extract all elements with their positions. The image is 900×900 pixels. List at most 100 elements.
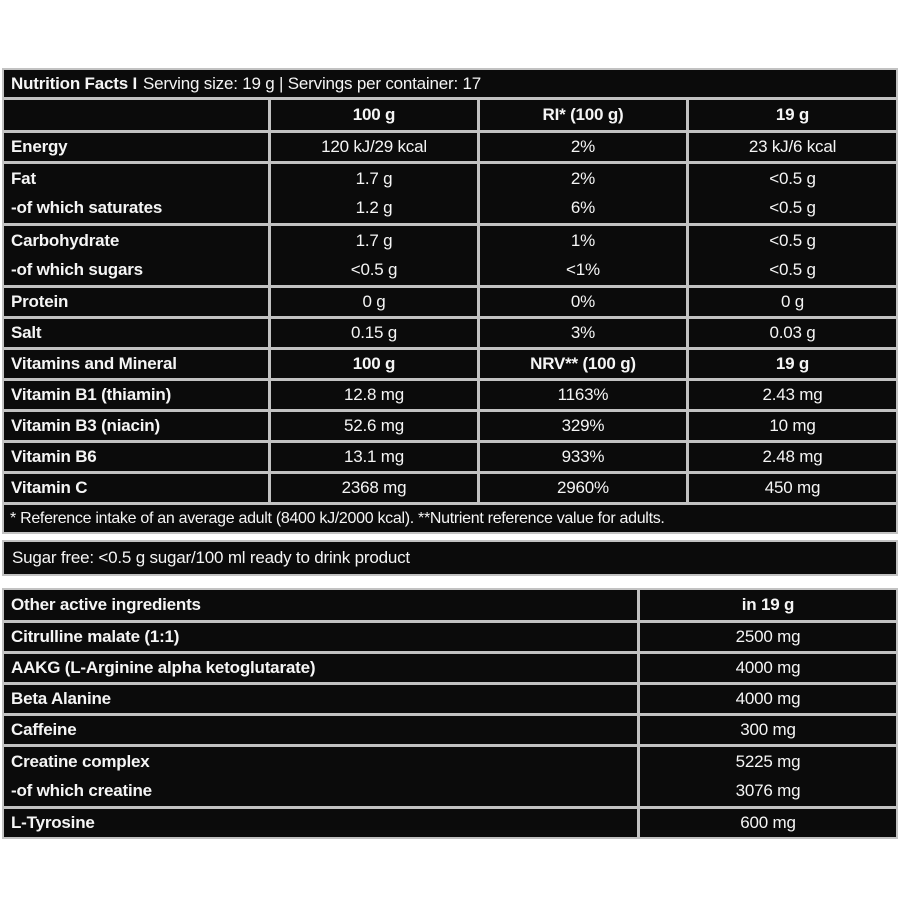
row-label: Fat — [11, 168, 36, 188]
value-100g: 1.2 g — [355, 198, 393, 218]
table-row-creatine-group: Creatine complex -of which creatine 5225… — [4, 747, 896, 806]
value-19g: 5225 mg — [735, 751, 801, 771]
table-row-caffeine: Caffeine 300 mg — [4, 716, 896, 744]
value-19g: 4000 mg — [640, 654, 896, 682]
value-nrv: 933% — [480, 443, 686, 471]
sugar-free-band: Sugar free: <0.5 g sugar/100 ml ready to… — [2, 540, 898, 576]
table-row-citrulline: Citrulline malate (1:1) 2500 mg — [4, 623, 896, 651]
value-nrv: 1163% — [480, 381, 686, 409]
active-ingredients-table: Other active ingredients in 19 g Citrull… — [2, 588, 898, 839]
row-label: Creatine complex — [11, 751, 150, 771]
value-ri: <1% — [566, 260, 600, 280]
row-label: Citrulline malate (1:1) — [4, 623, 637, 651]
value-ri-group: 1% <1% — [480, 226, 686, 285]
row-label: Vitamin B6 — [4, 443, 268, 471]
nutrition-facts-table: Nutrition Facts I Serving size: 19 g | S… — [2, 68, 898, 534]
sugar-free-text: Sugar free: <0.5 g sugar/100 ml ready to… — [4, 542, 896, 574]
table-row-l-tyrosine: L-Tyrosine 600 mg — [4, 809, 896, 837]
table-row-fat-group: Fat -of which saturates 1.7 g 1.2 g 2% 6… — [4, 164, 896, 223]
value-19g: 300 mg — [640, 716, 896, 744]
section-header-nrv: NRV** (100 g) — [480, 350, 686, 378]
row-label: Protein — [4, 288, 268, 316]
table-row-energy: Energy 120 kJ/29 kcal 2% 23 kJ/6 kcal — [4, 133, 896, 161]
value-19g: <0.5 g — [769, 198, 816, 218]
value-nrv: 2960% — [480, 474, 686, 502]
ingredients-header-label: Other active ingredients — [4, 590, 637, 620]
value-19g: 23 kJ/6 kcal — [689, 133, 896, 161]
value-19g: 3076 mg — [735, 781, 801, 801]
value-19g: 450 mg — [689, 474, 896, 502]
column-header-ri: RI* (100 g) — [480, 100, 686, 130]
title-row: Nutrition Facts I Serving size: 19 g | S… — [4, 70, 896, 97]
section-header-19g: 19 g — [689, 350, 896, 378]
table-row-vitamin-b6: Vitamin B6 13.1 mg 933% 2.48 mg — [4, 443, 896, 471]
row-label: Beta Alanine — [4, 685, 637, 713]
title-bold-text: Nutrition Facts I — [11, 73, 137, 93]
vitamins-section-header-row: Vitamins and Mineral 100 g NRV** (100 g)… — [4, 350, 896, 378]
row-label-group: Fat -of which saturates — [4, 164, 268, 223]
value-ri: 3% — [480, 319, 686, 347]
value-100g: 1.7 g — [355, 168, 393, 188]
table-row-vitamin-c: Vitamin C 2368 mg 2960% 450 mg — [4, 474, 896, 502]
value-ri: 2% — [570, 168, 596, 188]
value-100g: 120 kJ/29 kcal — [271, 133, 477, 161]
row-label: Salt — [4, 319, 268, 347]
table-row-salt: Salt 0.15 g 3% 0.03 g — [4, 319, 896, 347]
value-19g-group: 5225 mg 3076 mg — [640, 747, 896, 806]
table-row-aakg: AAKG (L-Arginine alpha ketoglutarate) 40… — [4, 654, 896, 682]
table-row-beta-alanine: Beta Alanine 4000 mg — [4, 685, 896, 713]
table-row-vitamin-b3: Vitamin B3 (niacin) 52.6 mg 329% 10 mg — [4, 412, 896, 440]
table-row-protein: Protein 0 g 0% 0 g — [4, 288, 896, 316]
column-header-empty — [4, 100, 268, 130]
row-label: -of which saturates — [11, 198, 163, 218]
row-label: Vitamin B1 (thiamin) — [4, 381, 268, 409]
table-row-vitamin-b1: Vitamin B1 (thiamin) 12.8 mg 1163% 2.43 … — [4, 381, 896, 409]
row-label: AAKG (L-Arginine alpha ketoglutarate) — [4, 654, 637, 682]
value-100g: 1.7 g — [355, 230, 393, 250]
row-label: Vitamin B3 (niacin) — [4, 412, 268, 440]
column-header-row: 100 g RI* (100 g) 19 g — [4, 100, 896, 130]
row-label: L-Tyrosine — [4, 809, 637, 837]
value-100g: 2368 mg — [271, 474, 477, 502]
value-19g: 10 mg — [689, 412, 896, 440]
row-label: -of which creatine — [11, 781, 152, 801]
row-label: Caffeine — [4, 716, 637, 744]
value-19g: 2500 mg — [640, 623, 896, 651]
value-ri: 1% — [570, 230, 596, 250]
row-label: Energy — [4, 133, 268, 161]
row-label-group: Carbohydrate -of which sugars — [4, 226, 268, 285]
value-19g: 0 g — [689, 288, 896, 316]
value-ri: 2% — [480, 133, 686, 161]
section-header-100g: 100 g — [271, 350, 477, 378]
value-100g: 13.1 mg — [271, 443, 477, 471]
ingredients-header-row: Other active ingredients in 19 g — [4, 590, 896, 620]
table-title: Nutrition Facts I Serving size: 19 g | S… — [4, 70, 896, 97]
value-100g-group: 1.7 g 1.2 g — [271, 164, 477, 223]
value-100g: 12.8 mg — [271, 381, 477, 409]
column-header-100g: 100 g — [271, 100, 477, 130]
value-100g-group: 1.7 g <0.5 g — [271, 226, 477, 285]
value-100g: 0.15 g — [271, 319, 477, 347]
table-row-carbohydrate-group: Carbohydrate -of which sugars 1.7 g <0.5… — [4, 226, 896, 285]
title-serving-text: Serving size: 19 g | Servings per contai… — [143, 73, 482, 93]
value-19g: 0.03 g — [689, 319, 896, 347]
value-19g-group: <0.5 g <0.5 g — [689, 226, 896, 285]
value-ri: 6% — [570, 198, 596, 218]
sugar-free-row: Sugar free: <0.5 g sugar/100 ml ready to… — [4, 542, 896, 574]
row-label: Carbohydrate — [11, 230, 120, 250]
row-label-group: Creatine complex -of which creatine — [4, 747, 637, 806]
value-19g: 2.48 mg — [689, 443, 896, 471]
value-19g: 600 mg — [640, 809, 896, 837]
value-19g: <0.5 g — [769, 168, 816, 188]
value-19g: <0.5 g — [769, 260, 816, 280]
value-19g: 4000 mg — [640, 685, 896, 713]
column-header-19g: 19 g — [689, 100, 896, 130]
row-label: Vitamin C — [4, 474, 268, 502]
value-nrv: 329% — [480, 412, 686, 440]
ingredients-header-value: in 19 g — [640, 590, 896, 620]
value-19g-group: <0.5 g <0.5 g — [689, 164, 896, 223]
label-container: Nutrition Facts I Serving size: 19 g | S… — [2, 68, 898, 839]
value-19g: 2.43 mg — [689, 381, 896, 409]
value-100g: 0 g — [271, 288, 477, 316]
